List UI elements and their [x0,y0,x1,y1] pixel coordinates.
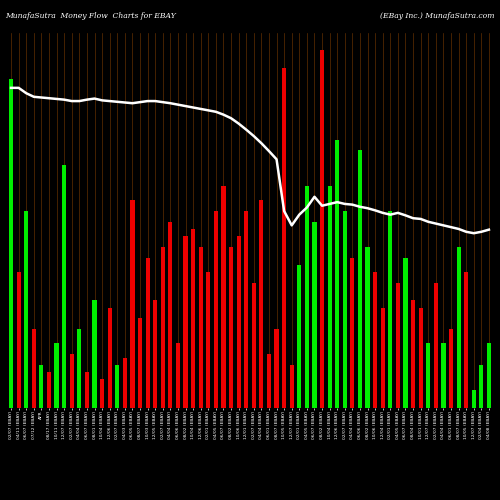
Bar [267,354,271,408]
Bar [138,318,142,408]
Bar [130,200,134,408]
Bar [411,300,415,408]
Bar [449,329,453,407]
Bar [480,364,484,408]
Bar [176,343,180,407]
Bar [70,354,74,408]
Bar [206,272,210,407]
Bar [366,247,370,408]
Bar [214,211,218,408]
Bar [77,329,82,407]
Bar [100,379,104,408]
Bar [32,329,36,407]
Bar [396,282,400,408]
Bar [198,247,203,408]
Bar [487,343,491,407]
Bar [16,272,20,407]
Bar [191,229,195,408]
Bar [373,272,377,407]
Bar [252,282,256,408]
Bar [434,282,438,408]
Bar [40,364,44,408]
Bar [335,140,340,407]
Bar [342,211,347,408]
Bar [464,272,468,407]
Bar [160,247,165,408]
Bar [62,164,66,408]
Bar [380,308,385,408]
Bar [305,186,309,408]
Bar [92,300,96,408]
Bar [290,364,294,408]
Text: (EBay Inc.) MunafaSutra.com: (EBay Inc.) MunafaSutra.com [380,12,495,20]
Bar [115,364,119,408]
Bar [328,186,332,408]
Bar [146,258,150,408]
Bar [123,358,127,408]
Bar [312,222,316,408]
Bar [260,200,264,408]
Bar [236,236,240,408]
Bar [442,343,446,407]
Bar [282,68,286,407]
Bar [456,247,460,408]
Bar [388,211,392,408]
Bar [85,372,89,408]
Bar [9,79,13,407]
Bar [244,211,248,408]
Bar [418,308,423,408]
Bar [472,390,476,407]
Bar [358,150,362,408]
Bar [153,300,158,408]
Bar [54,343,58,407]
Bar [274,329,278,407]
Bar [168,222,172,408]
Bar [184,236,188,408]
Bar [404,258,407,408]
Bar [426,343,430,407]
Bar [222,186,226,408]
Bar [108,308,112,408]
Bar [47,372,51,408]
Bar [320,50,324,408]
Bar [229,247,233,408]
Text: MunafaSutra  Money Flow  Charts for EBAY: MunafaSutra Money Flow Charts for EBAY [5,12,176,20]
Bar [350,258,354,408]
Bar [297,264,302,408]
Bar [24,211,28,408]
